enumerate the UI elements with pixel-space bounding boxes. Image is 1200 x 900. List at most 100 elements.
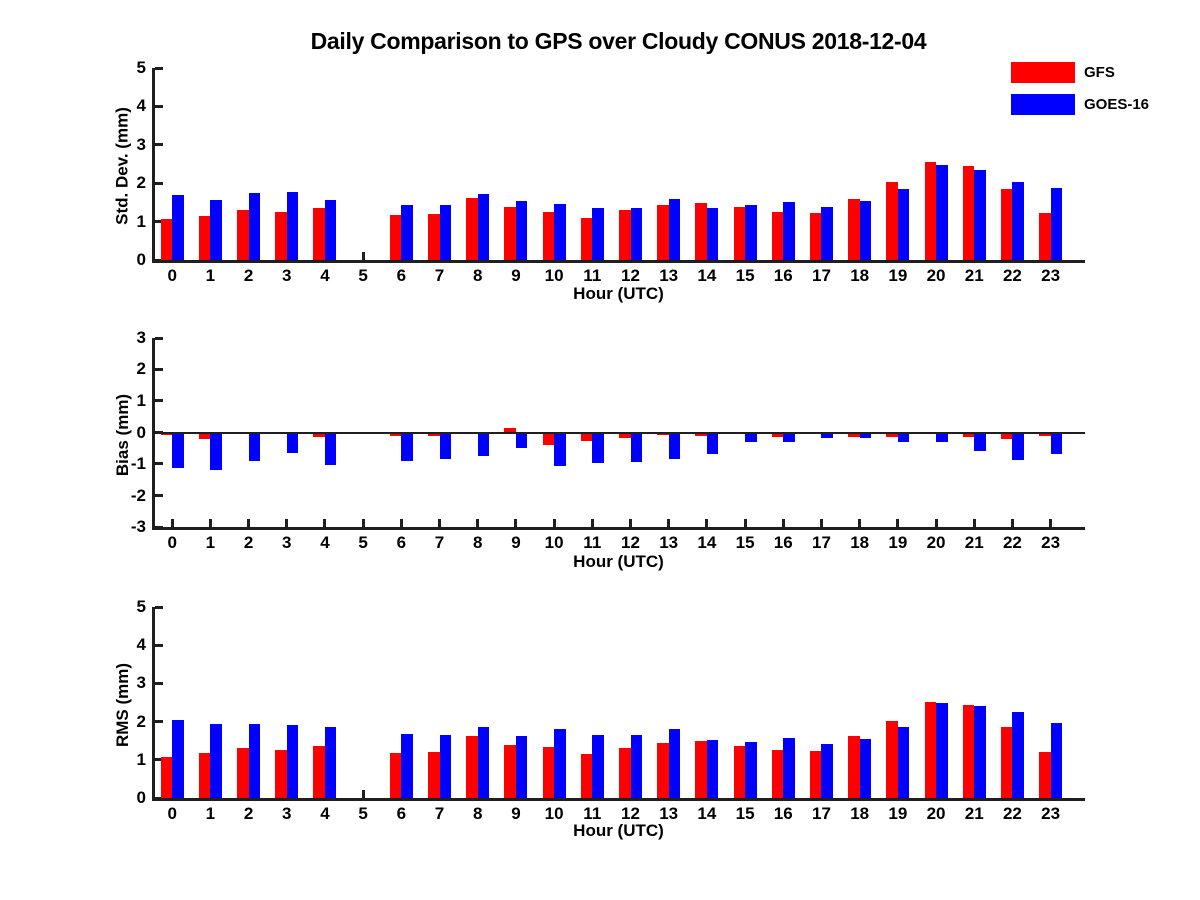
bar-goes-16-hour-16 (783, 738, 795, 798)
x-axis-tick-label: 12 (621, 533, 640, 552)
x-axis-tick (590, 519, 594, 527)
x-axis-tick-label: 14 (697, 533, 717, 552)
bar-goes-16-hour-23 (1050, 432, 1063, 454)
y-axis-tick (155, 399, 163, 403)
x-axis-tick-label: 22 (1002, 266, 1022, 285)
bar-gfs-hour-14 (695, 202, 707, 260)
y-axis-tick-label: 4 (136, 96, 146, 116)
bar-goes-16-hour-14 (706, 207, 719, 260)
bar-goes-16-hour-11 (592, 208, 604, 260)
bar-goes-16-hour-21 (974, 705, 986, 798)
y-axis-tick (155, 104, 163, 108)
bar-gfs-hour-3 (275, 749, 287, 798)
bar-gfs-hour-6 (389, 432, 402, 436)
x-axis-tick-label: 16 (773, 804, 793, 823)
bar-gfs-hour-8 (466, 736, 478, 798)
x-axis-tick-label: 6 (396, 533, 407, 552)
x-axis-tick-label: 23 (1041, 533, 1061, 552)
x-axis-tick-label: 1 (205, 266, 216, 285)
bar-gfs-hour-23 (1039, 213, 1051, 260)
x-axis-tick-label: 10 (544, 804, 564, 823)
x-axis-tick-label: 15 (735, 804, 755, 823)
bar-goes-16-hour-9 (515, 201, 528, 260)
bar-goes-16-hour-7 (439, 205, 452, 260)
bar-goes-16-hour-9 (515, 736, 528, 798)
bar-gfs-hour-7 (428, 751, 440, 798)
bar-goes-16-hour-12 (630, 208, 642, 260)
stddev-plot-area: 0 1 2 3 4 5 0 1 2 3 4 5 6 7 8 9 10 11 12 13 14 15 16 17 18 19 20 21… (137, 58, 1085, 285)
x-axis-tick-label: 6 (396, 804, 407, 823)
y-axis-tick (155, 796, 163, 800)
legend: GFS GOES-16 (1011, 62, 1149, 126)
x-axis-tick-label: 23 (1041, 266, 1061, 285)
y-axis-tick-label: 1 (136, 749, 146, 769)
y-axis-tick (155, 643, 163, 647)
bar-gfs-hour-8 (466, 198, 478, 260)
bar-gfs-hour-6 (389, 753, 402, 798)
x-axis-tick (399, 519, 403, 527)
x-axis-tick (247, 519, 251, 527)
x-axis-tick (361, 790, 365, 798)
bar-goes-16-hour-3 (286, 432, 299, 454)
bar-gfs-hour-11 (580, 754, 593, 798)
bar-goes-16-hour-17 (821, 744, 833, 798)
bar-gfs-hour-14 (695, 432, 707, 436)
bar-goes-16-hour-0 (172, 720, 184, 798)
bar-gfs-hour-9 (504, 745, 516, 798)
bar-gfs-hour-10 (542, 432, 555, 446)
bar-gfs-hour-12 (619, 209, 631, 260)
gfs-legend-label: GFS (1084, 64, 1115, 81)
y-axis-tick-label: 2 (136, 173, 146, 193)
x-axis-tick-label: 14 (697, 266, 717, 285)
x-axis-tick-label: 0 (167, 266, 177, 285)
bar-goes-16-hour-9 (515, 432, 528, 448)
bar-goes-16-hour-8 (477, 432, 490, 457)
bias-plot-area: -3 -2 -1 0 1 2 3 0 1 2 3 4 5 6 7 8 9 10 11 12 13 14 15 16 17 18 19… (131, 328, 1085, 552)
x-axis-tick-label: 18 (850, 804, 870, 823)
bar-gfs-hour-0 (160, 756, 173, 798)
x-axis-tick (819, 519, 823, 527)
x-axis-tick-label: 19 (888, 266, 908, 285)
bar-goes-16-hour-2 (248, 432, 261, 461)
x-axis-tick-label: 15 (735, 533, 755, 552)
bar-goes-16-hour-16 (783, 201, 795, 260)
x-axis-tick-label: 13 (659, 804, 679, 823)
x-axis-tick-label: 3 (282, 533, 292, 552)
y-axis-tick (155, 525, 163, 529)
bar-gfs-hour-18 (848, 198, 860, 260)
bar-gfs-hour-2 (237, 210, 249, 260)
bar-gfs-hour-10 (542, 212, 555, 260)
bar-gfs-hour-4 (313, 207, 325, 260)
x-axis-tick-label: 7 (434, 804, 445, 823)
bar-gfs-hour-22 (1000, 727, 1013, 798)
y-axis-tick (155, 220, 163, 224)
x-axis-tick-label: 16 (773, 533, 793, 552)
x-axis-tick-label: 17 (811, 804, 831, 823)
y-axis-tick-label: 2 (136, 359, 146, 379)
y-axis-tick (155, 720, 163, 724)
bar-gfs-hour-4 (313, 432, 325, 437)
bar-gfs-hour-9 (504, 207, 516, 260)
rms-x-axis-label: Hour (UTC) (573, 821, 664, 840)
bar-gfs-hour-13 (657, 432, 669, 435)
x-axis-tick-label: 7 (434, 266, 445, 285)
bar-goes-16-hour-1 (210, 200, 222, 260)
x-axis-tick-label: 21 (964, 266, 984, 285)
y-axis-tick (155, 605, 163, 609)
bar-goes-16-hour-0 (172, 432, 184, 469)
bar-gfs-hour-21 (962, 432, 975, 438)
bar-gfs-hour-9 (504, 427, 516, 433)
x-axis-tick-label: 2 (243, 804, 254, 823)
x-axis-tick-label: 8 (472, 266, 483, 285)
bar-gfs-hour-7 (428, 213, 440, 260)
bias-x-axis-label: Hour (UTC) (573, 552, 664, 571)
bar-goes-16-hour-20 (936, 432, 948, 442)
bar-gfs-hour-4 (313, 746, 325, 798)
legend-item-goes16: GOES-16 (1011, 94, 1149, 115)
bar-goes-16-hour-4 (324, 727, 337, 798)
bar-goes-16-hour-4 (324, 200, 337, 260)
x-axis-tick-label: 21 (964, 533, 984, 552)
bar-gfs-hour-6 (389, 215, 402, 260)
bar-goes-16-hour-1 (210, 432, 222, 471)
bar-gfs-hour-7 (428, 432, 440, 437)
